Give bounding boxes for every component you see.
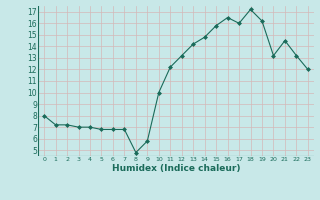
X-axis label: Humidex (Indice chaleur): Humidex (Indice chaleur) — [112, 164, 240, 173]
